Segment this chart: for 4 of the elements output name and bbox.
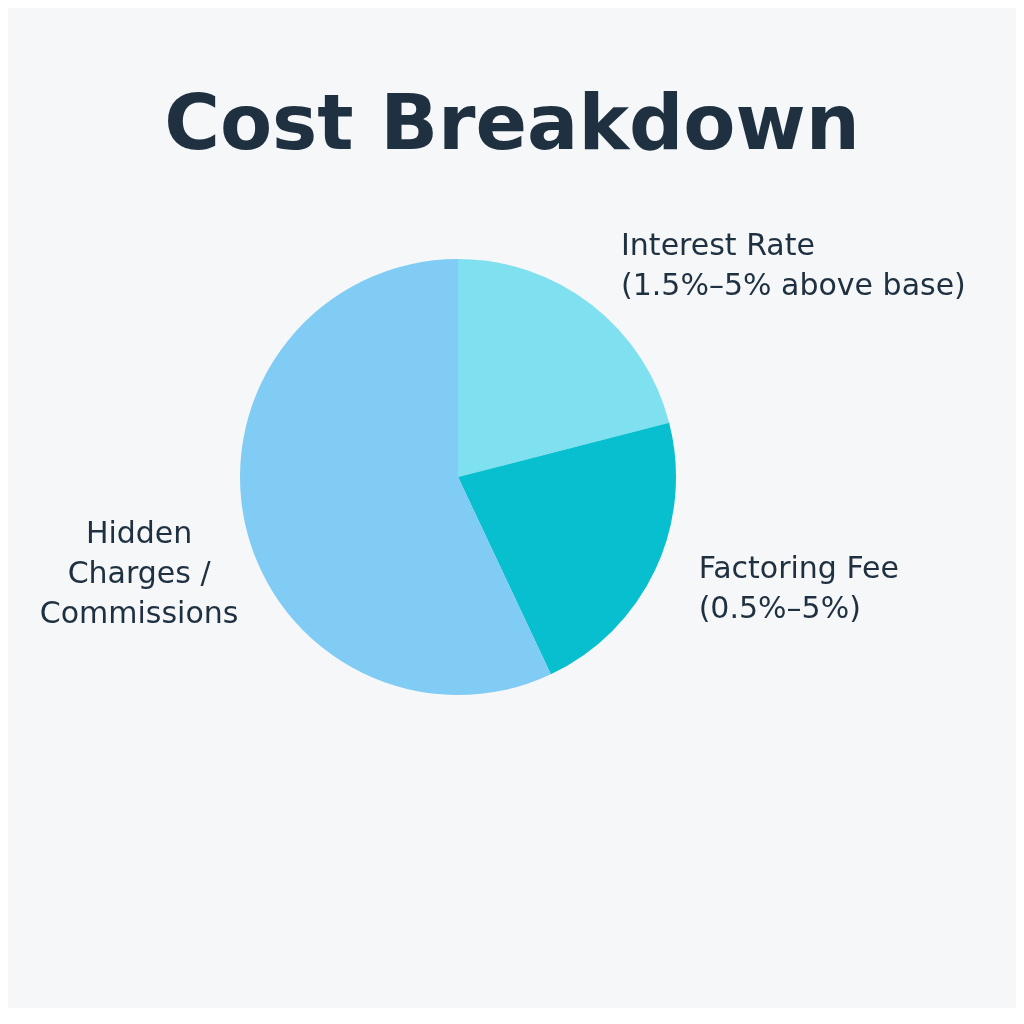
chart-title: Cost Breakdown bbox=[163, 77, 861, 167]
slice-label: Hidden Charges / Commissions bbox=[39, 514, 239, 630]
slice-label: Interest Rate (1.5%–5% above base) bbox=[621, 226, 966, 302]
slice-label: Factoring Fee (0.5%–5%) bbox=[698, 550, 899, 626]
